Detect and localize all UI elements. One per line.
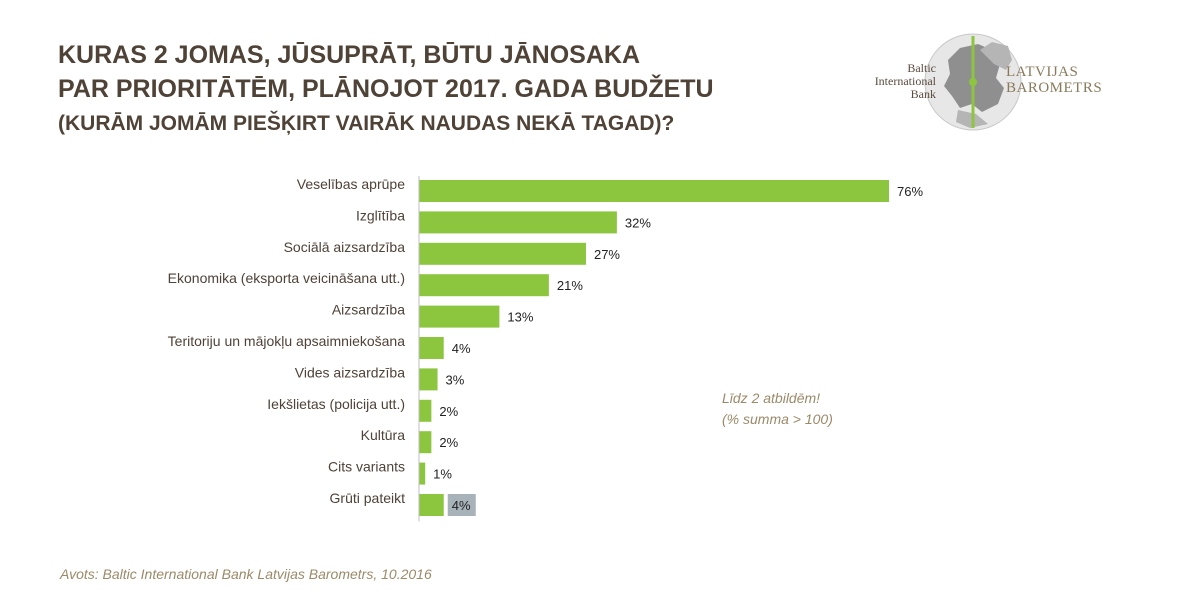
- bar: [419, 337, 444, 359]
- bar: [419, 180, 889, 202]
- data-label: 2%: [439, 435, 458, 450]
- bank-name: Baltic International Bank: [874, 61, 936, 101]
- data-label: 1%: [433, 467, 452, 482]
- note-line-1: Līdz 2 atbildēm!: [722, 390, 821, 406]
- bar: [419, 242, 586, 265]
- chart-title: KURAS 2 JOMAS, JŪSUPRĀT, BŪTU JĀNOSAKA P…: [58, 38, 714, 106]
- data-label: 4%: [452, 498, 471, 513]
- data-label: 2%: [439, 404, 458, 419]
- category-label: Vides aizsardzība: [295, 364, 405, 380]
- category-label: Cits variants: [328, 459, 405, 475]
- category-label: Ekonomika (eksporta veicināšana utt.): [168, 270, 405, 286]
- bar: [419, 462, 426, 485]
- bar: [419, 274, 549, 297]
- category-label: Veselības aprūpe: [297, 176, 405, 192]
- bar: [419, 399, 432, 422]
- latvijas-barometrs-logo: Baltic International Bank LATVIJAS BAROM…: [860, 30, 1103, 135]
- category-label: Kultūra: [361, 427, 406, 443]
- data-label: 76%: [897, 184, 923, 199]
- category-label: Aizsardzība: [332, 302, 405, 318]
- note-line-2: (% summa > 100): [722, 411, 833, 427]
- globe-icon: [924, 33, 1022, 131]
- data-label: 32%: [625, 215, 651, 230]
- chart-subtitle: (KURĀM JOMĀM PIEŠĶIRT VAIRĀK NAUDAS NEKĀ…: [58, 112, 675, 135]
- title-line-1: KURAS 2 JOMAS, JŪSUPRĀT, BŪTU JĀNOSAKA: [58, 41, 641, 69]
- data-label: 21%: [557, 278, 583, 293]
- answer-note: Līdz 2 atbildēm! (% summa > 100): [722, 388, 833, 430]
- category-label: Teritoriju un mājokļu apsaimniekošana: [168, 333, 406, 349]
- category-label: Grūti pateikt: [330, 490, 406, 506]
- data-label: 27%: [594, 247, 620, 262]
- title-line-2: PAR PRIORITĀTĒM, PLĀNOJOT 2017. GADA BUD…: [58, 75, 714, 103]
- highlight-label-background: [447, 494, 476, 516]
- bar: [419, 368, 438, 391]
- bar: [419, 305, 500, 328]
- bar: [419, 211, 617, 234]
- source-note: Avots: Baltic International Bank Latvija…: [60, 566, 432, 582]
- category-label: Sociālā aizsardzība: [284, 239, 406, 255]
- category-label: Izglītība: [356, 207, 405, 223]
- category-label: Iekšlietas (policija utt.): [267, 396, 405, 412]
- brand-name: LATVIJAS BAROMETRS: [1006, 64, 1103, 96]
- data-label: 4%: [452, 341, 471, 356]
- bar: [419, 494, 444, 516]
- data-label: 13%: [507, 310, 533, 325]
- data-label: 3%: [446, 372, 465, 387]
- bar: [419, 431, 432, 454]
